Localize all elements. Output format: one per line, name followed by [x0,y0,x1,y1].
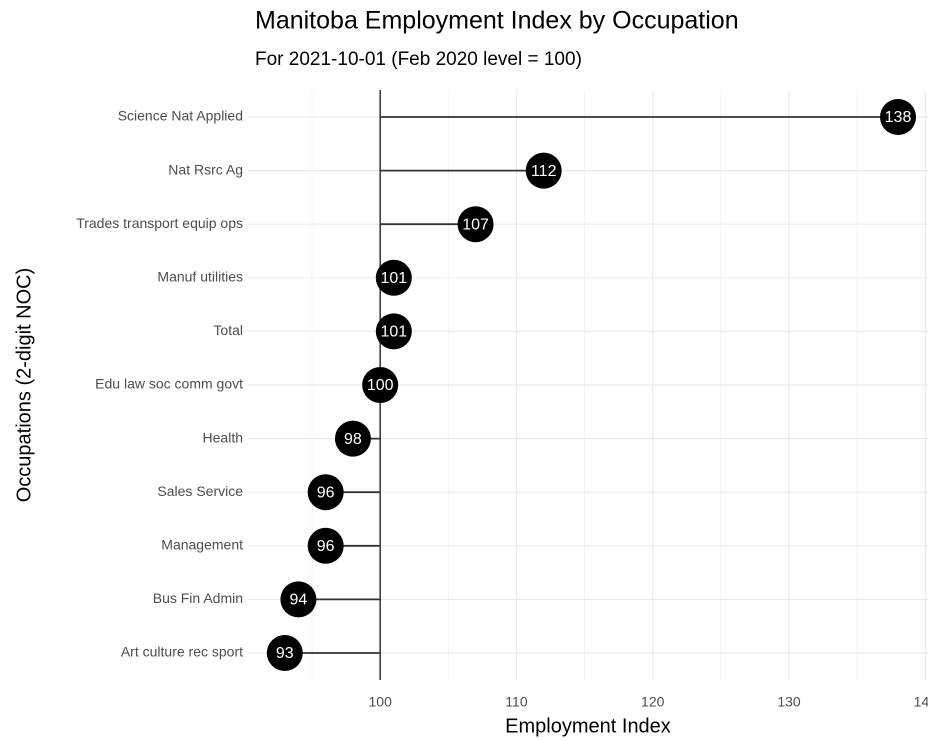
x-tick-label: 100 [369,694,393,710]
value-label: 96 [317,484,335,501]
y-axis-title: Occupations (2-digit NOC) [13,268,35,503]
y-tick-label: Art culture rec sport [121,644,243,660]
y-tick-label: Health [203,429,243,445]
value-label: 112 [531,163,557,180]
y-tick-label: Trades transport equip ops [76,215,243,231]
dot [266,635,303,671]
y-tick-label: Total [213,322,243,338]
x-tick-label: 140 [914,694,928,710]
value-label: 101 [380,270,407,287]
x-tick-label: 120 [641,694,665,710]
value-label: 98 [344,431,362,448]
y-tick-label: Sales Service [157,483,243,499]
value-label: 93 [276,645,294,662]
x-axis-title: Employment Index [505,715,671,737]
chart-subtitle: For 2021-10-01 (Feb 2020 level = 100) [255,49,582,70]
y-tick-label: Manuf utilities [157,269,243,285]
y-tick-label: Nat Rsrc Ag [168,161,243,177]
value-label: 100 [367,377,394,394]
y-tick-label: Management [161,537,243,553]
value-label: 107 [462,216,489,233]
y-tick-label: Edu law soc comm govt [95,376,243,392]
dot [362,367,399,403]
value-label: 101 [380,324,407,341]
dot [525,152,562,189]
chart-title: Manitoba Employment Index by Occupation [255,7,739,35]
dot [880,99,917,135]
dot [334,420,371,457]
dot [375,259,412,296]
y-tick-label: Science Nat Applied [118,108,243,124]
dot [457,206,494,243]
dot [307,527,344,564]
dot [307,474,344,511]
dot [280,581,317,618]
dot [375,313,412,350]
x-tick-label: 110 [505,694,528,710]
y-tick-label: Bus Fin Admin [153,590,243,606]
value-label: 138 [885,109,912,126]
value-label: 94 [290,592,308,609]
value-label: 96 [317,538,335,555]
x-tick-label: 130 [777,694,801,710]
